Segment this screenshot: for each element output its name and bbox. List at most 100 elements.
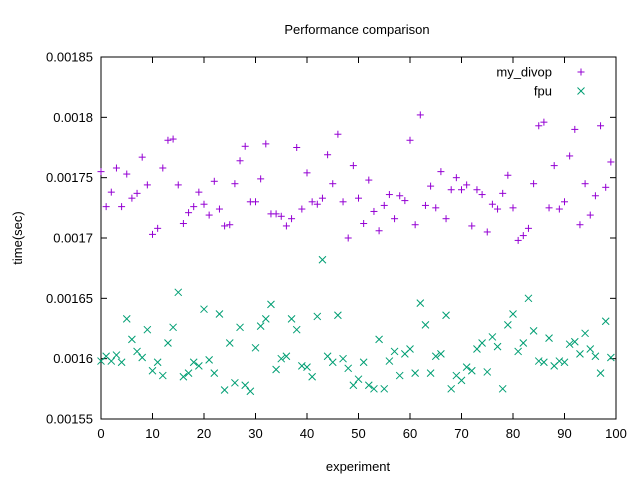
data-point (458, 186, 465, 194)
data-point (205, 356, 214, 364)
y-tick-label: 0.0016 (53, 351, 93, 366)
data-point (576, 349, 584, 358)
data-point (282, 352, 291, 361)
data-point (535, 122, 543, 130)
data-point (524, 224, 532, 232)
data-point (164, 136, 172, 144)
data-point (478, 191, 486, 199)
data-point (586, 211, 594, 219)
data-point (529, 327, 538, 335)
data-point (452, 174, 460, 182)
data-point (509, 204, 517, 212)
data-point (437, 168, 445, 176)
data-point (540, 358, 548, 367)
data-point (483, 368, 492, 376)
data-point (169, 135, 177, 143)
data-point (174, 288, 183, 297)
data-point (447, 384, 456, 393)
data-point (457, 376, 466, 385)
data-point (236, 157, 244, 165)
data-point (607, 158, 615, 166)
data-point (298, 205, 306, 213)
data-point (416, 111, 424, 119)
data-point (179, 372, 188, 381)
data-point (210, 177, 218, 185)
data-point (256, 322, 265, 330)
data-point (566, 152, 574, 160)
x-tick-label: 80 (506, 426, 520, 441)
data-point (385, 357, 394, 365)
data-point (370, 207, 378, 215)
data-point (138, 153, 146, 161)
x-tick-label: 50 (351, 426, 365, 441)
x-tick-label: 20 (197, 426, 211, 441)
data-point (503, 321, 512, 329)
data-point (107, 188, 115, 196)
data-point (437, 349, 445, 358)
y-tick-label: 0.0017 (53, 231, 93, 246)
data-point (421, 321, 430, 329)
data-point (288, 215, 296, 223)
data-point (149, 230, 156, 238)
data-marks (97, 111, 615, 396)
x-tick-label: 90 (557, 426, 571, 441)
data-point (396, 192, 404, 200)
data-point (123, 170, 131, 178)
data-point (308, 198, 316, 206)
x-tick-label: 60 (403, 426, 417, 441)
data-point (406, 345, 414, 353)
data-point (148, 366, 157, 375)
data-point (602, 183, 610, 191)
data-point (442, 215, 450, 223)
data-point (488, 333, 497, 341)
data-point (596, 369, 605, 378)
data-point (349, 162, 357, 170)
data-point (277, 212, 285, 220)
data-point (401, 197, 409, 205)
y-tick-label: 0.00165 (46, 291, 93, 306)
data-point (329, 180, 337, 188)
data-point (257, 175, 265, 183)
axis-ticks: 0 10 20 30 40 50 60 70 80 90 100 0.00155 0.0016 0.001… (46, 50, 627, 442)
data-point (467, 366, 476, 375)
data-point (365, 176, 373, 184)
data-point (493, 342, 502, 351)
data-point (128, 335, 136, 344)
data-point (128, 194, 136, 202)
data-point (606, 353, 615, 362)
data-point (524, 294, 533, 303)
x-tick-label: 40 (300, 426, 314, 441)
data-point (210, 369, 219, 378)
data-point (118, 203, 126, 211)
data-point (277, 354, 286, 363)
data-point (133, 347, 141, 356)
data-point (334, 311, 342, 320)
data-point (164, 339, 172, 347)
chart-title: Performance comparison (284, 22, 429, 37)
data-point (570, 337, 579, 346)
data-point (391, 215, 399, 223)
data-point (221, 222, 229, 230)
data-point (555, 357, 564, 365)
data-point (581, 329, 589, 338)
series-my-divop (97, 111, 615, 244)
data-point (231, 180, 239, 188)
data-point (431, 352, 440, 361)
data-point (339, 354, 347, 363)
data-point (246, 387, 255, 396)
data-point (241, 381, 250, 390)
data-point (561, 198, 568, 206)
data-point (184, 369, 193, 378)
data-point (292, 325, 301, 334)
y-tick-label: 0.00185 (46, 50, 93, 65)
data-point (550, 162, 558, 170)
data-point (581, 180, 589, 188)
data-point (143, 181, 151, 189)
data-point (597, 122, 605, 130)
x-tick-label: 30 (248, 426, 262, 441)
data-point (225, 339, 234, 347)
data-point (530, 180, 538, 188)
data-point (498, 384, 507, 393)
